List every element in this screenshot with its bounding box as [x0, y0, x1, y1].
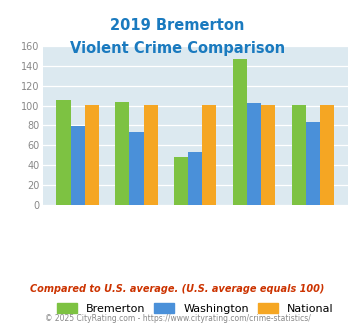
Bar: [292, 105, 306, 205]
Bar: [261, 105, 275, 205]
Bar: [320, 105, 334, 205]
Text: Violent Crime Comparison: Violent Crime Comparison: [70, 41, 285, 56]
Bar: [233, 59, 247, 205]
Bar: [129, 132, 143, 205]
Bar: [202, 105, 217, 205]
Bar: [247, 103, 261, 205]
Bar: [85, 105, 99, 205]
Text: Compared to U.S. average. (U.S. average equals 100): Compared to U.S. average. (U.S. average …: [30, 284, 325, 294]
Bar: [174, 157, 188, 205]
Bar: [188, 152, 202, 205]
Legend: Bremerton, Washington, National: Bremerton, Washington, National: [53, 299, 338, 318]
Bar: [306, 122, 320, 205]
Bar: [56, 100, 71, 205]
Text: © 2025 CityRating.com - https://www.cityrating.com/crime-statistics/: © 2025 CityRating.com - https://www.city…: [45, 314, 310, 323]
Bar: [143, 105, 158, 205]
Text: 2019 Bremerton: 2019 Bremerton: [110, 18, 245, 33]
Bar: [71, 126, 85, 205]
Bar: [115, 102, 129, 205]
